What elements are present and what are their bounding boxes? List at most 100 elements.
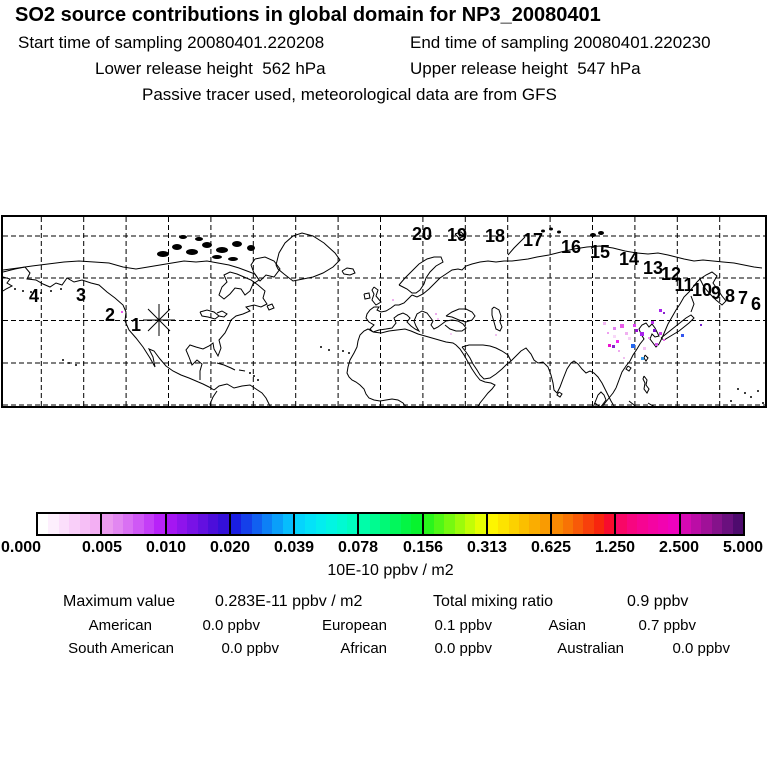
colorbar-cell: [444, 514, 455, 534]
colorbar: [36, 512, 745, 536]
data-pixel: [603, 322, 606, 325]
colorbar-cell: [552, 514, 563, 534]
data-pixel: [628, 337, 631, 340]
colorbar-cell: [604, 514, 615, 534]
total-mixing-ratio-value: 0.9 ppbv: [627, 593, 689, 610]
colorbar-cell: [133, 514, 144, 534]
data-pixel: [641, 357, 644, 360]
colorbar-cell: [475, 514, 486, 534]
data-pixel: [608, 344, 611, 347]
arctic-archipelago: [14, 227, 764, 404]
colorbar-cell: [336, 514, 347, 534]
trajectory-label: 19: [447, 225, 467, 245]
colorbar-cell: [616, 514, 627, 534]
region-value: 0.1 ppbv: [434, 617, 492, 634]
data-pixel: [437, 318, 439, 320]
end-time-text: End time of sampling 20080401.220230: [410, 33, 711, 52]
colorbar-cell: [69, 514, 80, 534]
colorbar-segment: [359, 514, 424, 534]
colorbar-cell: [295, 514, 306, 534]
data-pixel: [700, 324, 702, 326]
colorbar-cell: [79, 514, 90, 534]
trajectory-label: 14: [619, 249, 639, 269]
colorbar-cell: [529, 514, 540, 534]
colorbar-cell: [423, 514, 434, 534]
colorbar-cell: [691, 514, 702, 534]
colorbar-segment: [552, 514, 617, 534]
colorbar-cell: [454, 514, 466, 534]
region-label: European: [321, 617, 387, 634]
colorbar-cell: [282, 514, 294, 534]
trajectory-label: 8: [725, 286, 735, 306]
region-label: Asian: [548, 617, 586, 634]
region-value: 0.7 ppbv: [638, 617, 696, 634]
data-pixel: [616, 340, 619, 343]
colorbar-cell: [230, 514, 242, 534]
data-pixel: [653, 329, 656, 332]
trajectory-label: 11: [674, 275, 693, 295]
max-value-label: Maximum value: [63, 593, 176, 610]
data-pixel: [607, 332, 609, 334]
colorbar-tick-label: 0.000: [0, 539, 42, 556]
data-pixel: [655, 343, 658, 346]
colorbar-cell: [668, 514, 679, 534]
colorbar-cell: [369, 514, 381, 534]
colorbar-segment: [38, 514, 103, 534]
data-pixel: [620, 324, 624, 328]
colorbar-tick-label: 0.625: [530, 539, 572, 556]
colorbar-cell: [637, 514, 648, 534]
colorbar-cell: [487, 514, 499, 534]
data-pixel: [659, 332, 662, 335]
colorbar-cell: [498, 514, 509, 534]
region-value: 0.0 ppbv: [221, 640, 279, 657]
colorbar-cell: [251, 514, 262, 534]
colorbar-cell: [583, 514, 594, 534]
colorbar-segment: [102, 514, 167, 534]
colorbar-tick-label: 0.039: [273, 539, 315, 556]
region-value: 0.0 ppbv: [434, 640, 492, 657]
data-pixel: [623, 357, 625, 359]
colorbar-cell: [346, 514, 358, 534]
lower-release-text: Lower release height 562 hPa: [95, 59, 326, 78]
region-value: 0.0 ppbv: [672, 640, 730, 657]
colorbar-cell: [465, 514, 476, 534]
data-pixel: [613, 327, 616, 330]
data-pixel: [618, 350, 620, 352]
data-pixel: [612, 345, 615, 348]
colorbar-cell: [176, 514, 188, 534]
colorbar-cell: [208, 514, 219, 534]
colorbar-tick-label: 1.250: [594, 539, 636, 556]
colorbar-cell: [305, 514, 316, 534]
colorbar-cell: [657, 514, 669, 534]
colorbar-tick-label: 5.000: [722, 539, 764, 556]
colorbar-cell: [143, 514, 155, 534]
trajectory-label: 9: [711, 283, 721, 303]
data-pixel: [663, 339, 665, 341]
colorbar-cell: [241, 514, 252, 534]
colorbar-cell: [48, 514, 59, 534]
trajectory-label: 13: [643, 258, 663, 278]
data-pixel: [435, 313, 437, 315]
colorbar-cell: [154, 514, 165, 534]
colorbar-cell: [102, 514, 113, 534]
colorbar-cell: [680, 514, 692, 534]
colorbar-cell: [400, 514, 412, 534]
colorbar-unit-label: 10E-10 ppbv / m2: [327, 562, 454, 579]
colorbar-cell: [626, 514, 638, 534]
colorbar-cell: [380, 514, 391, 534]
trajectory-label: 12: [661, 264, 681, 284]
colorbar-cell: [218, 514, 229, 534]
colorbar-cell: [326, 514, 337, 534]
colorbar-cell: [166, 514, 177, 534]
data-pixel: [450, 333, 452, 335]
colorbar-segment: [230, 514, 296, 534]
colorbar-tick-label: 0.156: [402, 539, 444, 556]
data-pixel: [633, 324, 636, 327]
data-pixel: [663, 312, 665, 314]
colorbar-tick-label: 0.078: [337, 539, 379, 556]
colorbar-cell: [38, 514, 49, 534]
colorbar-cell: [572, 514, 584, 534]
trajectory-label: 3: [76, 285, 86, 305]
colorbar-tick-label: 0.010: [145, 539, 187, 556]
